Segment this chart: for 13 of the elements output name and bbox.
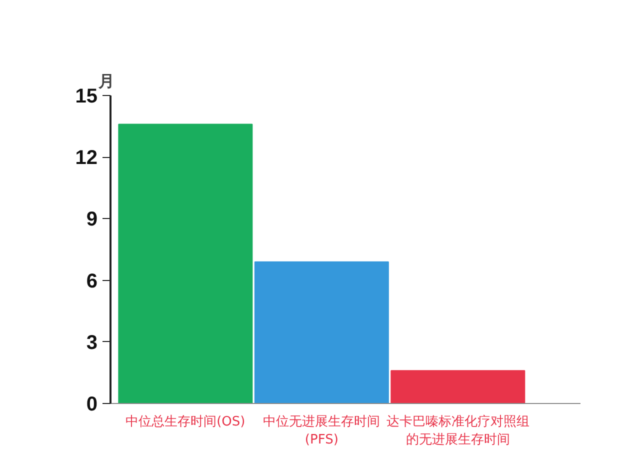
y-tick-label: 15 xyxy=(75,86,98,108)
x-tick-label: 中位无进展生存时间(PFS) xyxy=(263,414,380,448)
y-tick-label: 12 xyxy=(75,147,98,170)
bar xyxy=(390,370,526,404)
bar xyxy=(254,261,389,404)
y-axis-title: 月 xyxy=(98,72,114,90)
x-tick-label: 达卡巴嗪标准化疗对照组的无进展生存时间 xyxy=(386,414,530,448)
bar xyxy=(118,124,253,404)
y-tick-label: 9 xyxy=(86,208,98,231)
y-tick-label: 3 xyxy=(86,332,98,354)
y-tick-label: 6 xyxy=(86,270,98,292)
x-tick-label: 中位总生存时间(OS) xyxy=(126,414,246,430)
y-tick-label: 0 xyxy=(86,394,98,416)
